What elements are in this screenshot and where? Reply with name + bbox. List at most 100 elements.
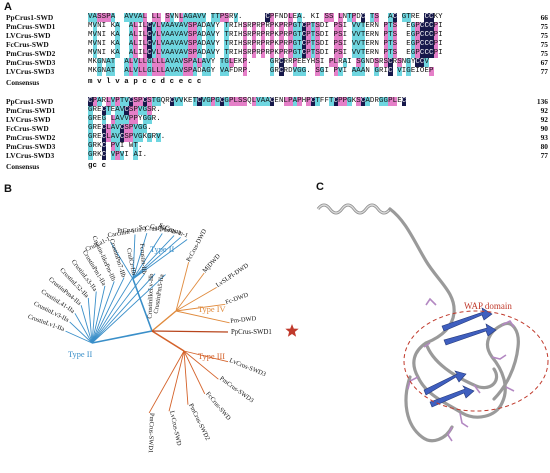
sequence-name: Consensus — [6, 162, 40, 171]
sequence-length: 77 — [540, 151, 548, 160]
wap-domain-label: WAP domain — [464, 301, 512, 311]
backbone-loop — [388, 207, 520, 443]
tree-leaf-branch — [168, 350, 185, 412]
sequence-name: PmCrus-SWD1 — [6, 106, 56, 115]
tree-leaf-branch — [132, 239, 188, 280]
tree-leaf-branch — [175, 262, 190, 312]
tree-leaf-branch — [110, 241, 134, 280]
sequence-name: PmCrus-SWD2 — [6, 49, 56, 58]
tree-leaf-label: PmCrus-SWD2 — [187, 403, 211, 442]
sequence-residues: GRECLAVCSPVGKGRV. — [88, 133, 166, 142]
tree-leaf-branch — [91, 273, 145, 344]
tree-leaf-branch — [132, 235, 175, 280]
sequence-residues: MKGNAT ALVLLGLLLAVAVSPADAGY VAFDRP. GRCR… — [88, 67, 434, 76]
sequence-residues: m v l v a p c c d c e c c — [88, 78, 202, 86]
tree-diagram: CrulLa1-1Carcinin-1PtCrustin-1ScCrus-1Ga… — [27, 222, 299, 453]
tree-leaf-label: CrulCr-IIb — [125, 248, 137, 276]
star-icon — [285, 324, 299, 337]
sequence-name: PmCrus-SWD3 — [6, 58, 56, 67]
sequence-length: 75 — [540, 31, 548, 40]
panel-label-b: B — [4, 183, 12, 195]
sequence-residues: GREG LAVVPPYGGR. — [88, 115, 161, 124]
tree-leaf-branch — [91, 273, 156, 344]
branch-type-ii-top — [132, 278, 153, 332]
type-ii-label: Type II — [68, 350, 93, 359]
sequence-length: 92 — [540, 115, 548, 124]
phylogenetic-tree-panel: B CrulLa1-1 Carcinin-1 PtCrustin-1 ScCrus-1… — [0, 181, 305, 468]
tree-leaf-branch — [74, 313, 93, 344]
sequence-residues: GRKC PVI WT. — [88, 142, 143, 151]
tree-leaf-label: ScCrus-1 — [138, 224, 162, 233]
tree-leaf-branch — [132, 236, 181, 280]
tree-leaf-label: LvCrus-SWD — [168, 410, 182, 447]
tree-leaf-label: Fcrustin-IIb — [138, 243, 147, 274]
tree-leaf-label: MjDWD — [201, 253, 222, 275]
sequence-name: PmCrus-SWD2 — [6, 133, 56, 142]
sequence-residues: MVNI KA ALILCVLVAAVAVSPADAVY TRIHSRPRPRP… — [88, 40, 443, 49]
sequence-length: 67 — [540, 58, 548, 67]
tree-leaf-branch — [183, 350, 229, 363]
sequence-length: 77 — [540, 67, 548, 76]
sequence-residues: GRKC VPVI AI. — [88, 151, 148, 160]
sequence-name: PpCrus1-SWD — [6, 97, 54, 106]
tree-leaf-branch — [175, 310, 230, 324]
sequence-name: Consensus — [6, 78, 40, 87]
sequence-name: PmCrus-SWD1 — [6, 22, 56, 31]
tree-leaf-branch — [91, 281, 115, 344]
sequence-length: 75 — [540, 22, 548, 31]
tree-leaf-branch — [132, 234, 136, 280]
sequence-name: FcCrus-SWD — [6, 124, 49, 133]
sequence-residues: MVNI KA ALILCVLVAAVAVSPADAVY TRIHSRPRPRP… — [88, 31, 443, 40]
tree-leaf-branch — [148, 350, 185, 414]
tree-leaf-label: PmCrus-SWD1 — [147, 413, 155, 453]
sequence-length: 75 — [540, 40, 548, 49]
sequence-length: 93 — [540, 133, 548, 142]
sequence-name: FcCrus-SWD — [6, 40, 49, 49]
panel-label-c: C — [316, 181, 324, 193]
tree-leaf-branch — [132, 233, 163, 280]
sequence-residues: MVNI KA ALILCVLVAAVAVSPADAVY TRIHSRPRPRP… — [88, 22, 443, 31]
sequence-length: 136 — [536, 97, 548, 106]
tree-leaf-branch — [132, 233, 148, 280]
tree-leaf-branch — [65, 330, 93, 344]
tree-leaf-branch — [80, 305, 93, 344]
wap-domain-circle — [403, 310, 549, 412]
tree-leaf-branch — [175, 272, 205, 312]
sequence-residues: CPARLVPTVCSPCSTGQRCVVKETCVGPGCGPLSSQLVAA… — [88, 97, 407, 106]
type-ii-label: Type II — [150, 245, 175, 254]
type-iv-label: Type IV — [198, 305, 226, 314]
tree-leaf-branch — [91, 275, 135, 344]
beta-sheet — [423, 307, 497, 408]
sequence-residues: GRECTEAVCSPVGSR. — [88, 106, 161, 115]
tree-leaf-branch — [175, 303, 226, 312]
tree-leaf-label: PmCrus-SWD3 — [218, 375, 255, 404]
branch-type-ii-left — [91, 330, 153, 344]
sequence-name: LVCrus-SWD3 — [6, 151, 55, 160]
tree-leaf-branch — [183, 350, 206, 395]
sequence-name: LVCrus-SWD — [6, 31, 51, 40]
tree-leaf-label: Carcinin-1 — [107, 228, 135, 240]
protein-structure-panel: C WAP domain — [306, 181, 550, 468]
branch-ppcrus — [151, 330, 229, 333]
tree-leaf-branch — [183, 350, 189, 405]
sequence-length: 80 — [540, 142, 548, 151]
tree-leaf-label: LvSLPI-DWD — [215, 262, 250, 289]
sequence-residues: VASSPA AVVAL LL SVNLAGAVV TTPSRV. CPFNDL… — [88, 13, 443, 22]
panel-label-a: A — [4, 1, 12, 13]
sequence-name: PmCrus-SWD3 — [6, 142, 56, 151]
tree-leaf-branch — [91, 291, 97, 344]
sequence-length: 66 — [540, 13, 548, 22]
sequence-length: 90 — [540, 124, 548, 133]
tree-leaf-label: Pm-DWD — [230, 315, 257, 325]
tree-leaf-branch — [183, 350, 219, 380]
tree-leaf-label: CrustinlikeLv-IIb — [147, 273, 156, 318]
sequence-name: LVCrus-SWD — [6, 115, 51, 124]
highlight-leaf-label: PpCrus-SWD1 — [231, 329, 272, 336]
structure-model: WAP domain — [316, 203, 549, 443]
sequence-name: LVCrus-SWD3 — [6, 67, 55, 76]
tree-leaf-branch — [87, 297, 93, 344]
tree-leaf-branch — [175, 286, 217, 312]
sequence-residues: MKGNAT ALVLLGLLLAVAVSPALAVY TGLEKP. GRCR… — [88, 58, 430, 67]
sequence-length: 75 — [540, 49, 548, 58]
tree-leaf-branch — [91, 277, 125, 344]
